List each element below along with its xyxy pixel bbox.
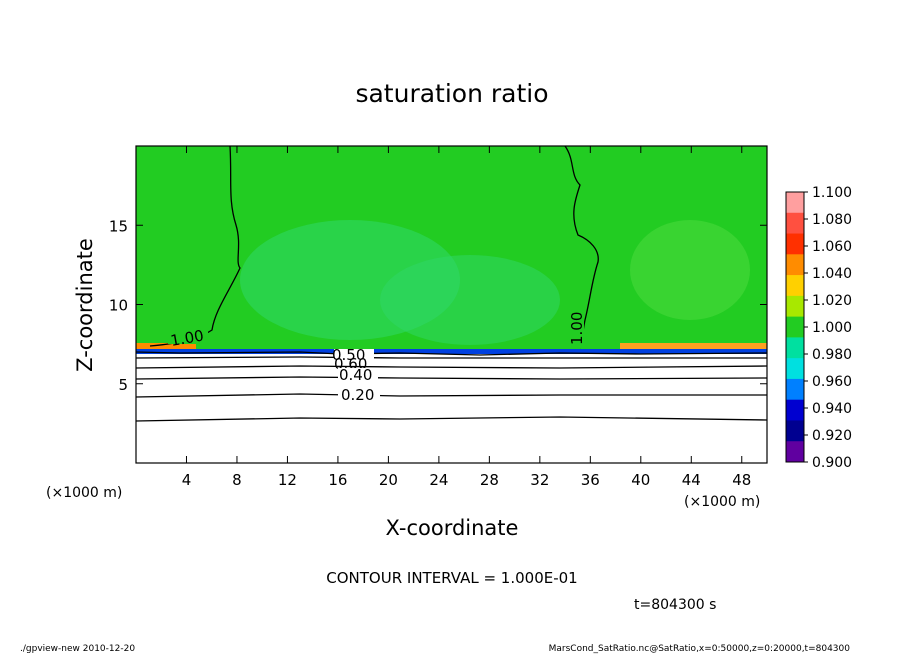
colorbar-swatch	[786, 358, 804, 380]
colorbar-label: 1.100	[812, 185, 852, 201]
cold-edge	[136, 349, 767, 354]
colorbar-label: 1.040	[812, 266, 852, 282]
colorbar-swatch	[786, 399, 804, 421]
contour-line-0.60	[136, 356, 767, 359]
y-tick-label: 15	[109, 217, 128, 235]
x-tick-label: 28	[480, 471, 499, 489]
contour-line-0.10	[136, 416, 767, 422]
contour-line-0.50	[136, 351, 767, 356]
colorbar-swatch	[786, 295, 804, 318]
colorbar-label: 0.920	[812, 428, 852, 444]
colorbar-label: 0.960	[812, 374, 852, 390]
x-axis-unit-left: (×1000 m)	[46, 485, 122, 501]
colorbar-swatch	[786, 420, 804, 442]
x-tick-label: 36	[581, 471, 600, 489]
colorbar-label: 1.060	[812, 239, 852, 255]
lower-saturation-patch	[380, 255, 560, 345]
contour-line-0.20	[136, 393, 767, 398]
colorbar-swatch	[786, 233, 804, 255]
colorbar-swatch	[786, 192, 804, 214]
footer-left: ./gpview-new 2010-12-20	[20, 644, 135, 654]
contour-label: 1.00	[169, 326, 205, 350]
x-axis-label: X-coordinate	[386, 516, 519, 540]
colorbar-swatch	[786, 316, 804, 338]
contour-labels: 1.00 1.00 0.50 0.60 0.40 0.20	[168, 310, 586, 404]
x-tick-label: 44	[682, 471, 701, 489]
plot-area	[136, 146, 767, 463]
colorbar-swatch	[786, 337, 804, 359]
x-tick-label: 40	[631, 471, 650, 489]
x-axis-unit-right: (×1000 m)	[684, 494, 760, 510]
y-tick-label: 5	[118, 376, 128, 394]
time-text: t=804300 s	[634, 597, 716, 613]
contour-line-1.00-right	[564, 146, 599, 349]
contour-label: 0.20	[341, 386, 374, 404]
lower-saturation-patch	[630, 220, 750, 320]
x-tick-label: 4	[182, 471, 192, 489]
colorbar-swatch	[786, 254, 804, 276]
warm-band-right	[620, 343, 767, 349]
colorbar-label: 1.080	[812, 212, 852, 228]
x-tick-label: 12	[278, 471, 297, 489]
y-axis-label: Z-coordinate	[73, 238, 97, 372]
contour-interval-text: CONTOUR INTERVAL = 1.000E-01	[326, 569, 577, 587]
colorbar-label: 1.000	[812, 320, 852, 336]
contour-line-0.40	[136, 365, 767, 369]
x-tick-label: 8	[232, 471, 242, 489]
colorbar-swatch	[786, 212, 804, 235]
colorbar-label: 0.940	[812, 401, 852, 417]
colorbar-labels: 1.100 1.080 1.060 1.040 1.020 1.000 0.980 0.960…	[804, 185, 852, 471]
colorbar-swatch	[786, 378, 804, 401]
contour-lines	[136, 146, 767, 422]
y-tick-label: 10	[109, 297, 128, 315]
colorbar-label: 0.900	[812, 455, 852, 471]
contour-label: 0.50	[332, 346, 365, 364]
chart-title: saturation ratio	[355, 79, 548, 108]
y-axis-ticks: 5 10 15	[109, 217, 767, 394]
x-tick-label: 48	[732, 471, 751, 489]
x-tick-label: 16	[328, 471, 347, 489]
colorbar-swatch	[786, 275, 804, 297]
x-tick-label: 20	[379, 471, 398, 489]
x-axis-ticks: 4 8 12 16 20 24 28 32 36 40 44 48	[182, 146, 751, 489]
colorbar-label: 0.980	[812, 347, 852, 363]
footer-right: MarsCond_SatRatio.nc@SatRatio,x=0:50000,…	[549, 644, 851, 654]
subsaturated-region-fill	[136, 354, 767, 463]
colorbar-label: 1.020	[812, 293, 852, 309]
colorbar	[785, 191, 805, 463]
colorbar-swatch	[786, 441, 804, 463]
warm-band-left	[136, 343, 196, 349]
contour-label: 0.40	[339, 366, 372, 384]
contour-line-0.30	[136, 376, 767, 380]
x-tick-label: 24	[429, 471, 448, 489]
x-tick-label: 32	[530, 471, 549, 489]
contour-label: 1.00	[568, 312, 586, 345]
